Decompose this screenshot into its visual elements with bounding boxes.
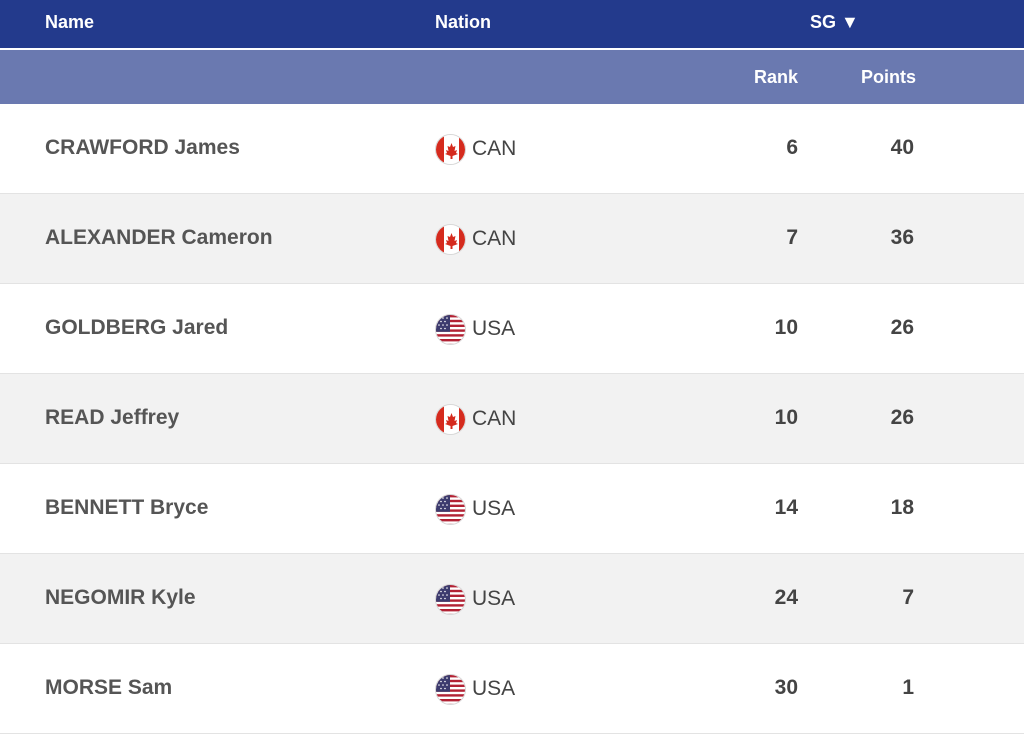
points-value: 40 bbox=[890, 136, 914, 159]
table-row[interactable]: GOLDBERG Jared USA 10 26 bbox=[0, 284, 1024, 374]
nation-code: CAN bbox=[472, 227, 517, 250]
canada-flag-icon bbox=[435, 133, 466, 165]
usa-flag-icon bbox=[435, 493, 466, 525]
column-header-points[interactable]: Points bbox=[860, 67, 916, 87]
rank-value: 30 bbox=[774, 676, 798, 699]
nation-cell: USA bbox=[435, 312, 515, 346]
header-divider bbox=[0, 48, 1024, 50]
athlete-name[interactable]: NEGOMIR Kyle bbox=[45, 586, 196, 609]
nation-code: USA bbox=[472, 317, 516, 340]
table-row[interactable]: MORSE Sam USA 30 1 bbox=[0, 644, 1024, 734]
athlete-name[interactable]: CRAWFORD James bbox=[45, 136, 240, 159]
nation-code: USA bbox=[472, 497, 516, 520]
athlete-name[interactable]: READ Jeffrey bbox=[45, 406, 180, 429]
nation-cell: USA bbox=[435, 582, 515, 616]
athlete-name[interactable]: MORSE Sam bbox=[45, 676, 173, 699]
table-row[interactable]: ALEXANDER Cameron CAN 7 36 bbox=[0, 194, 1024, 284]
table-row[interactable]: READ Jeffrey CAN 10 26 bbox=[0, 374, 1024, 464]
usa-flag-icon bbox=[435, 583, 466, 615]
points-value: 1 bbox=[902, 676, 914, 699]
points-value: 7 bbox=[902, 586, 914, 609]
points-value: 26 bbox=[890, 316, 914, 339]
rank-value: 14 bbox=[774, 496, 798, 519]
athlete-name[interactable]: GOLDBERG Jared bbox=[45, 316, 229, 339]
column-header-name[interactable]: Name bbox=[45, 12, 95, 32]
usa-flag-icon bbox=[435, 313, 466, 345]
points-value: 26 bbox=[890, 406, 914, 429]
table-row[interactable]: BENNETT Bryce USA 14 18 bbox=[0, 464, 1024, 554]
rank-value: 10 bbox=[774, 316, 798, 339]
nation-code: CAN bbox=[472, 407, 517, 430]
canada-flag-icon bbox=[435, 223, 466, 255]
nation-cell: CAN bbox=[435, 222, 516, 256]
nation-code: CAN bbox=[472, 137, 517, 160]
table-row[interactable]: CRAWFORD James CAN 6 40 bbox=[0, 104, 1024, 194]
column-header-nation[interactable]: Nation bbox=[435, 12, 491, 32]
rank-value: 24 bbox=[774, 586, 798, 609]
rank-value: 10 bbox=[774, 406, 798, 429]
table-row[interactable]: NEGOMIR Kyle USA 24 7 bbox=[0, 554, 1024, 644]
rank-value: 7 bbox=[786, 226, 798, 249]
column-header-rank[interactable]: Rank bbox=[753, 67, 798, 87]
usa-flag-icon bbox=[435, 673, 466, 705]
canada-flag-icon bbox=[435, 403, 466, 435]
rank-value: 6 bbox=[786, 136, 798, 159]
table-header-secondary: Rank Points bbox=[0, 50, 1024, 104]
table-header-primary: Name Nation SG ▼ bbox=[0, 0, 1024, 50]
nation-cell: USA bbox=[435, 672, 515, 706]
nation-code: USA bbox=[472, 677, 516, 700]
nation-code: USA bbox=[472, 587, 516, 610]
points-value: 18 bbox=[890, 496, 914, 519]
nation-cell: USA bbox=[435, 492, 515, 526]
results-table-body: CRAWFORD James CAN 6 40 ALEXANDER Camero… bbox=[0, 104, 1024, 734]
points-value: 36 bbox=[890, 226, 914, 249]
nation-cell: CAN bbox=[435, 132, 516, 166]
nation-cell: CAN bbox=[435, 402, 516, 436]
column-header-sg-sort[interactable]: SG ▼ bbox=[810, 12, 859, 32]
athlete-name[interactable]: ALEXANDER Cameron bbox=[45, 226, 273, 249]
athlete-name[interactable]: BENNETT Bryce bbox=[45, 496, 209, 519]
